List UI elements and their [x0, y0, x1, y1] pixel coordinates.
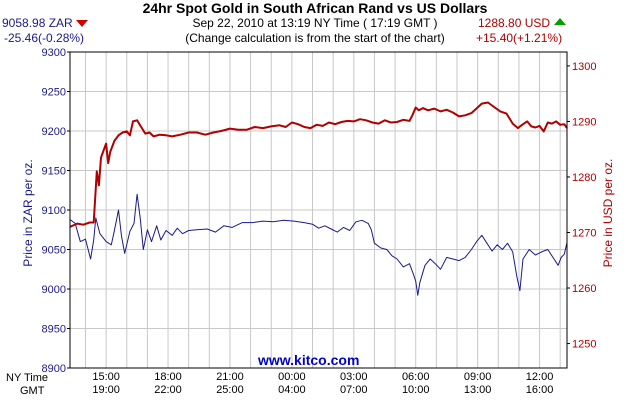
x-tick-ny: 18:00 [154, 371, 182, 383]
y-tick-right: 1290 [572, 116, 596, 128]
y-tick-right: 1270 [572, 227, 596, 239]
y-tick-left: 9150 [42, 166, 66, 178]
y-axis-left-label: Price in ZAR per oz. [21, 159, 35, 267]
y-tick-right: 1250 [572, 339, 596, 351]
x-tick-gmt: 07:00 [340, 384, 368, 396]
chart-timestamp: Sep 22, 2010 at 13:19 NY Time ( 17:19 GM… [192, 16, 438, 30]
y-tick-left: 8900 [42, 363, 66, 375]
x-tick-ny: 03:00 [340, 371, 368, 383]
x-tick-gmt: 25:00 [216, 384, 244, 396]
usd-change: +15.40(+1.21%) [476, 31, 563, 45]
usd-price: 1288.80 USD [478, 16, 551, 30]
x-tick-ny: 09:00 [464, 371, 492, 383]
y-tick-left: 9000 [42, 284, 66, 296]
plot-frame [69, 51, 568, 369]
chart-note: (Change calculation is from the start of… [185, 31, 445, 45]
chart-title: 24hr Spot Gold in South African Rand vs … [142, 0, 488, 16]
x-axis-ny-label: NY Time [6, 372, 48, 384]
down-arrow-icon [76, 20, 88, 27]
y-axis-right-label: Price in USD per oz. [601, 158, 615, 268]
watermark: www.kitco.com [258, 352, 360, 368]
y-tick-left: 9050 [42, 245, 66, 257]
x-tick-gmt: 10:00 [402, 384, 430, 396]
x-tick-ny: 15:00 [92, 371, 120, 383]
x-tick-gmt: 13:00 [464, 384, 492, 396]
x-tick-gmt: 22:00 [154, 384, 182, 396]
x-tick-ny: 21:00 [216, 371, 244, 383]
x-tick-gmt: 04:00 [278, 384, 306, 396]
y-tick-right: 1280 [572, 172, 596, 184]
up-arrow-icon [554, 18, 566, 25]
y-tick-left: 9300 [42, 47, 66, 59]
y-tick-left: 9200 [42, 126, 66, 138]
x-tick-ny: 00:00 [278, 371, 306, 383]
x-tick-gmt: 19:00 [92, 384, 120, 396]
series-line-zar [69, 193, 568, 296]
y-tick-right: 1260 [572, 283, 596, 295]
x-tick-ny: 12:00 [526, 371, 554, 383]
x-axis-gmt-label: GMT [20, 385, 45, 397]
zar-change: -25.46(-0.28%) [4, 31, 85, 45]
zar-price: 9058.98 ZAR [2, 16, 73, 30]
y-tick-left: 8950 [42, 324, 66, 336]
series-line-usd [69, 101, 568, 228]
x-tick-ny: 06:00 [402, 371, 430, 383]
y-tick-right: 1300 [572, 61, 596, 73]
x-tick-gmt: 16:00 [526, 384, 554, 396]
y-tick-left: 9250 [42, 87, 66, 99]
y-tick-left: 9100 [42, 205, 66, 217]
